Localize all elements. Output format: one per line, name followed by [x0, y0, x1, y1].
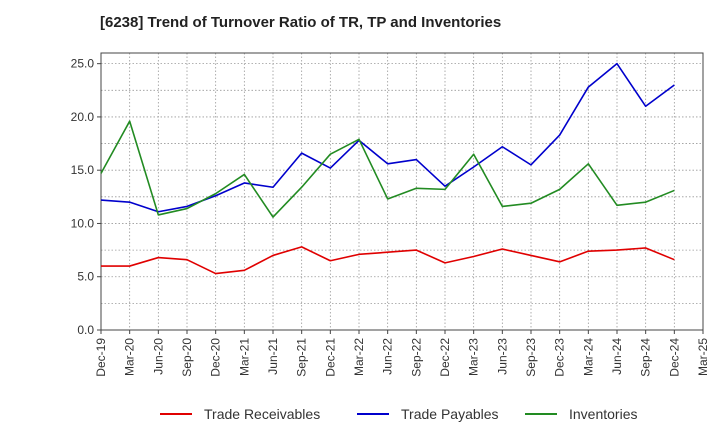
y-tick-label: 15.0 — [71, 163, 95, 177]
x-tick-label: Mar-20 — [123, 338, 137, 376]
x-tick-label: Dec-19 — [94, 338, 108, 377]
x-tick-label: Jun-24 — [610, 338, 624, 375]
y-tick-label: 20.0 — [71, 110, 95, 124]
legend-label: Trade Payables — [401, 406, 499, 422]
chart-title: [6238] Trend of Turnover Ratio of TR, TP… — [100, 14, 502, 31]
x-tick-label: Sep-20 — [180, 338, 194, 377]
x-tick-label: Dec-22 — [438, 338, 452, 377]
y-tick-label: 5.0 — [77, 270, 94, 284]
x-tick-label: Mar-22 — [352, 338, 366, 376]
x-tick-label: Mar-23 — [467, 338, 481, 376]
x-tick-label: Jun-20 — [151, 338, 165, 375]
series-line-trade-receivables — [101, 246, 675, 275]
x-tick-label: Dec-24 — [667, 338, 681, 377]
x-tick-label: Jun-21 — [266, 338, 280, 375]
x-tick-label: Mar-24 — [581, 338, 595, 376]
x-tick-label: Sep-23 — [524, 338, 538, 377]
x-tick-label: Jun-22 — [381, 338, 395, 375]
legend-label: Inventories — [569, 406, 637, 422]
x-tick-label: Sep-22 — [409, 338, 423, 377]
series-line-inventories — [100, 120, 675, 218]
x-tick-label: Sep-21 — [295, 338, 309, 377]
x-tick-label: Dec-21 — [323, 338, 337, 377]
y-tick-label: 25.0 — [71, 57, 95, 71]
x-tick-label: Dec-20 — [209, 338, 223, 377]
y-tick-label: 0.0 — [77, 323, 94, 337]
plot-frame — [100, 52, 704, 331]
x-tick-label: Sep-24 — [639, 338, 653, 377]
x-tick-label: Jun-23 — [495, 338, 509, 375]
x-tick-label: Mar-25 — [696, 338, 710, 376]
x-tick-label: Mar-21 — [237, 338, 251, 376]
y-tick-label: 10.0 — [71, 216, 95, 230]
legend-label: Trade Receivables — [204, 406, 320, 422]
x-tick-label: Dec-23 — [553, 338, 567, 377]
